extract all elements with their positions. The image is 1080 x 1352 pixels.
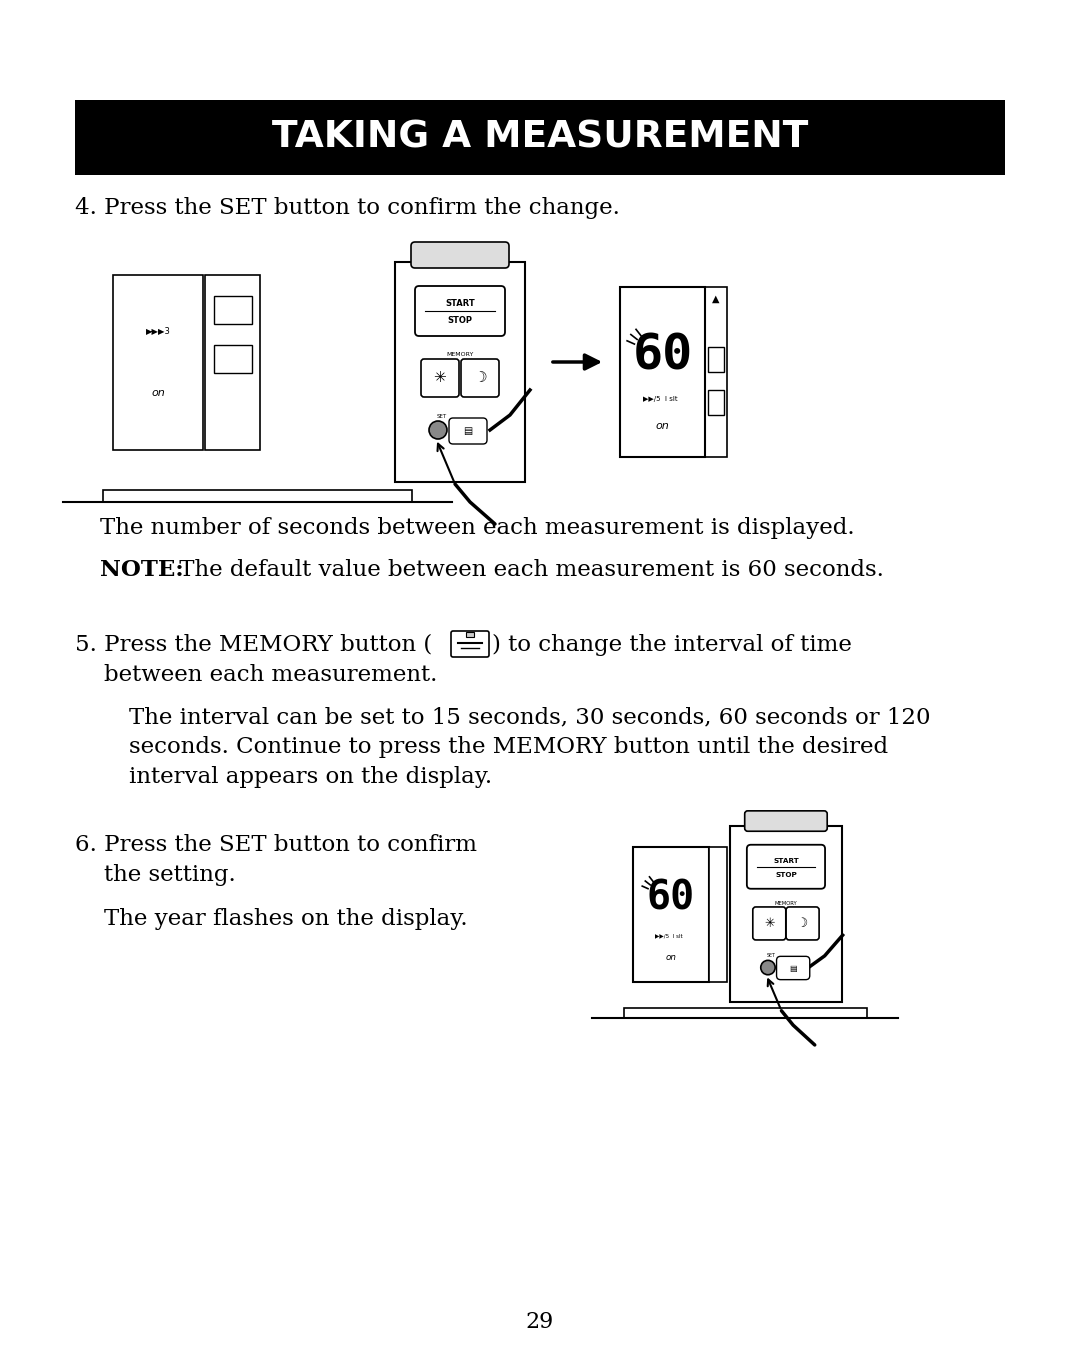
Text: between each measurement.: between each measurement. xyxy=(75,664,437,685)
Text: ▤: ▤ xyxy=(463,426,473,435)
Text: ) to change the interval of time: ) to change the interval of time xyxy=(492,634,852,656)
Bar xyxy=(705,287,727,457)
Text: ☽: ☽ xyxy=(797,917,808,930)
FancyBboxPatch shape xyxy=(777,956,810,980)
Text: 5. Press the MEMORY button (: 5. Press the MEMORY button ( xyxy=(75,634,432,656)
Text: STOP: STOP xyxy=(447,316,473,324)
Text: 29: 29 xyxy=(526,1311,554,1333)
Bar xyxy=(113,274,203,449)
FancyBboxPatch shape xyxy=(461,360,499,397)
Text: ▶▶▶3: ▶▶▶3 xyxy=(146,326,171,335)
Text: ☽: ☽ xyxy=(473,370,487,385)
Text: on: on xyxy=(665,953,676,961)
FancyBboxPatch shape xyxy=(411,242,509,268)
Text: 6. Press the SET button to confirm: 6. Press the SET button to confirm xyxy=(75,834,477,856)
Text: SET: SET xyxy=(437,415,447,419)
Text: The default value between each measurement is 60 seconds.: The default value between each measureme… xyxy=(172,558,883,581)
FancyBboxPatch shape xyxy=(415,287,505,337)
Bar xyxy=(730,826,842,1002)
Text: NOTE:: NOTE: xyxy=(100,558,184,581)
Text: The year flashes on the display.: The year flashes on the display. xyxy=(75,909,468,930)
FancyBboxPatch shape xyxy=(747,845,825,888)
Bar xyxy=(708,347,724,372)
Bar xyxy=(75,100,1005,174)
Text: 60: 60 xyxy=(647,879,694,917)
Text: The interval can be set to 15 seconds, 30 seconds, 60 seconds or 120: The interval can be set to 15 seconds, 3… xyxy=(100,706,931,727)
Text: START: START xyxy=(773,857,799,864)
FancyBboxPatch shape xyxy=(745,811,827,831)
Bar xyxy=(708,389,724,415)
Text: TAKING A MEASUREMENT: TAKING A MEASUREMENT xyxy=(272,119,808,155)
Text: SET: SET xyxy=(767,953,777,959)
FancyBboxPatch shape xyxy=(421,360,459,397)
Bar xyxy=(395,262,525,483)
Text: on: on xyxy=(151,388,165,399)
Text: The number of seconds between each measurement is displayed.: The number of seconds between each measu… xyxy=(100,516,854,539)
Text: STOP: STOP xyxy=(775,872,797,877)
Text: ✳: ✳ xyxy=(434,370,446,385)
Text: 4. Press the SET button to confirm the change.: 4. Press the SET button to confirm the c… xyxy=(75,197,620,219)
Circle shape xyxy=(429,420,447,439)
FancyBboxPatch shape xyxy=(753,907,786,940)
Text: ▤: ▤ xyxy=(789,964,797,973)
Text: ▲: ▲ xyxy=(712,293,719,304)
Text: ▶▶/5  I slt: ▶▶/5 I slt xyxy=(654,933,683,938)
Text: ▶▶/5  I slt: ▶▶/5 I slt xyxy=(644,396,678,402)
FancyBboxPatch shape xyxy=(449,418,487,443)
Text: seconds. Continue to press the MEMORY button until the desired: seconds. Continue to press the MEMORY bu… xyxy=(100,735,888,758)
Circle shape xyxy=(760,960,775,975)
Text: interval appears on the display.: interval appears on the display. xyxy=(100,767,492,788)
FancyBboxPatch shape xyxy=(451,631,489,657)
Bar xyxy=(620,287,705,457)
Bar xyxy=(214,345,252,373)
Bar xyxy=(633,846,708,982)
Text: START: START xyxy=(445,299,475,308)
Text: the setting.: the setting. xyxy=(75,864,235,886)
Bar xyxy=(708,846,727,982)
Text: ✳: ✳ xyxy=(764,917,774,930)
Text: 60: 60 xyxy=(633,331,692,379)
Bar xyxy=(623,1009,866,1018)
Text: MEMORY: MEMORY xyxy=(446,353,474,357)
Bar xyxy=(103,489,411,502)
Text: MEMORY: MEMORY xyxy=(774,902,797,906)
FancyBboxPatch shape xyxy=(786,907,819,940)
Text: on: on xyxy=(656,422,670,431)
Bar xyxy=(465,631,474,637)
Bar xyxy=(205,274,260,449)
Bar xyxy=(214,296,252,323)
